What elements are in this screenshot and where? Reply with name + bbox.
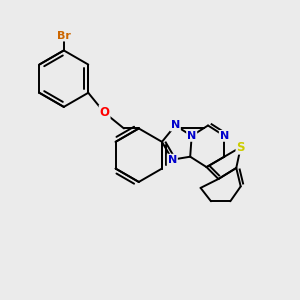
Text: N: N	[171, 121, 180, 130]
Text: N: N	[187, 131, 196, 141]
Text: O: O	[100, 106, 110, 118]
Text: S: S	[236, 141, 245, 154]
Text: Br: Br	[57, 31, 71, 40]
Text: N: N	[168, 155, 177, 165]
Text: N: N	[220, 131, 229, 141]
